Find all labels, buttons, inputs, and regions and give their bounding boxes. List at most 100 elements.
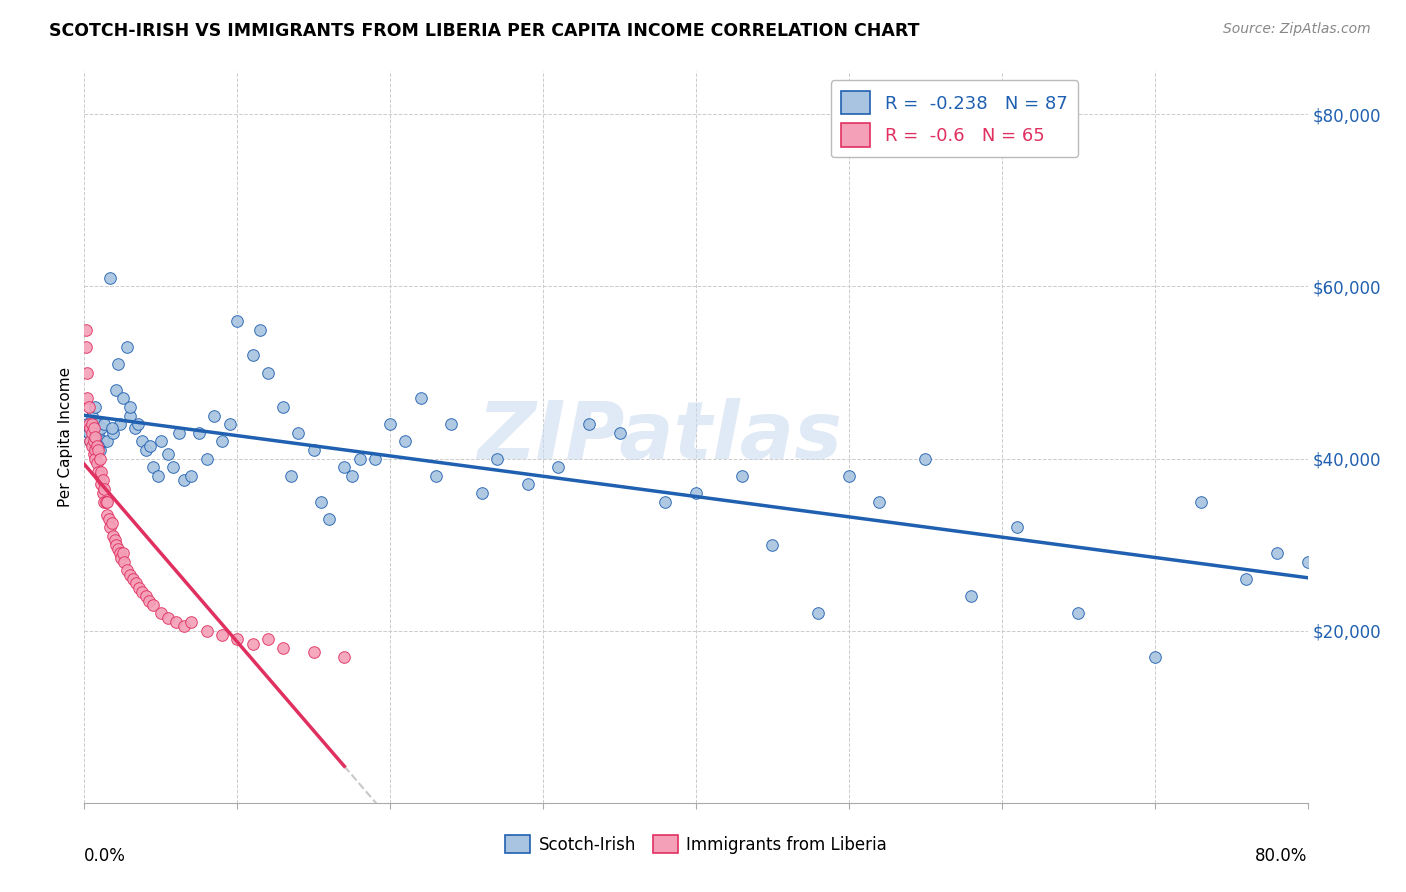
Point <box>211 628 233 642</box>
Point <box>425 468 447 483</box>
Point <box>80 417 103 432</box>
Point <box>111 546 134 560</box>
Point <box>91 434 114 449</box>
Point <box>302 442 325 457</box>
Point <box>80 425 103 440</box>
Point <box>162 460 184 475</box>
Point <box>91 473 114 487</box>
Point <box>302 645 325 659</box>
Point <box>101 516 124 530</box>
Point <box>103 529 125 543</box>
Point <box>90 465 112 479</box>
Point <box>112 555 135 569</box>
Point <box>128 581 150 595</box>
Point <box>87 442 110 457</box>
Point <box>138 593 160 607</box>
Text: SCOTCH-IRISH VS IMMIGRANTS FROM LIBERIA PER CAPITA INCOME CORRELATION CHART: SCOTCH-IRISH VS IMMIGRANTS FROM LIBERIA … <box>49 22 920 40</box>
Point <box>516 477 538 491</box>
Point <box>96 508 118 522</box>
Point <box>83 417 105 432</box>
Point <box>131 434 153 449</box>
Point <box>180 615 202 629</box>
Point <box>142 460 165 475</box>
Point <box>94 494 117 508</box>
Point <box>1143 649 1166 664</box>
Point <box>146 468 169 483</box>
Point <box>257 632 280 647</box>
Point <box>869 494 891 508</box>
Y-axis label: Per Capita Income: Per Capita Income <box>58 367 73 508</box>
Point <box>167 425 190 440</box>
Point <box>914 451 936 466</box>
Point <box>761 538 783 552</box>
Point <box>195 451 218 466</box>
Point <box>86 417 108 432</box>
Point <box>75 340 97 354</box>
Point <box>149 607 172 621</box>
Point <box>101 421 124 435</box>
Point <box>80 439 103 453</box>
Point <box>77 417 100 432</box>
Point <box>242 348 264 362</box>
Point <box>105 383 128 397</box>
Point <box>76 417 98 432</box>
Point <box>84 434 107 449</box>
Point <box>93 417 115 432</box>
Point <box>333 460 356 475</box>
Point <box>271 640 294 655</box>
Point <box>149 434 172 449</box>
Point <box>110 550 132 565</box>
Point <box>1067 607 1090 621</box>
Point <box>257 366 280 380</box>
Point <box>440 417 463 432</box>
Point <box>609 425 631 440</box>
Text: 0.0%: 0.0% <box>84 847 127 864</box>
Text: 80.0%: 80.0% <box>1256 847 1308 864</box>
Point <box>349 451 371 466</box>
Point <box>111 392 134 406</box>
Point <box>578 417 600 432</box>
Point <box>195 624 218 638</box>
Point <box>218 417 240 432</box>
Point <box>142 598 165 612</box>
Point <box>96 434 118 449</box>
Point <box>333 649 356 664</box>
Point <box>93 494 115 508</box>
Point <box>173 473 195 487</box>
Point <box>83 421 105 435</box>
Point <box>80 425 103 440</box>
Text: Source: ZipAtlas.com: Source: ZipAtlas.com <box>1223 22 1371 37</box>
Point <box>79 434 101 449</box>
Point <box>1265 546 1288 560</box>
Point <box>311 494 333 508</box>
Point <box>84 430 107 444</box>
Point <box>654 494 676 508</box>
Point <box>165 615 187 629</box>
Point <box>135 589 157 603</box>
Point <box>242 637 264 651</box>
Point <box>90 421 112 435</box>
Point <box>127 417 149 432</box>
Point <box>318 512 340 526</box>
Point <box>84 451 107 466</box>
Point <box>120 400 142 414</box>
Point <box>202 409 225 423</box>
Point <box>98 520 121 534</box>
Point <box>98 271 121 285</box>
Point <box>807 607 830 621</box>
Point <box>486 451 509 466</box>
Point <box>108 546 131 560</box>
Point <box>87 465 110 479</box>
Point <box>271 400 294 414</box>
Point <box>77 425 100 440</box>
Point <box>87 439 110 453</box>
Point <box>76 366 98 380</box>
Point <box>89 468 111 483</box>
Point <box>83 430 105 444</box>
Point <box>89 442 111 457</box>
Point <box>90 477 112 491</box>
Point <box>249 322 271 336</box>
Point <box>75 322 97 336</box>
Point <box>120 409 142 423</box>
Point <box>731 468 754 483</box>
